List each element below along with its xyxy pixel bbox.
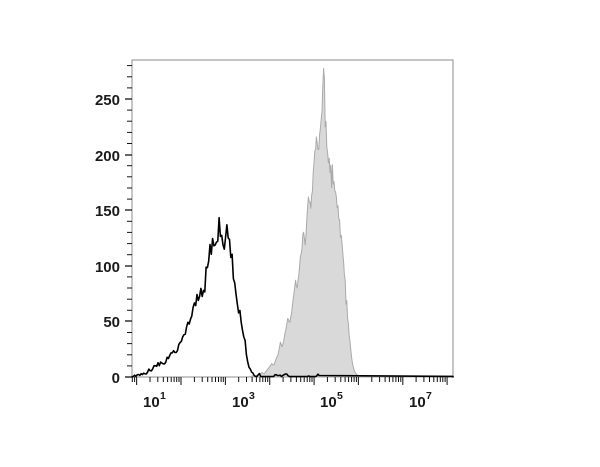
- svg-text:100: 100: [95, 259, 120, 276]
- svg-text:3: 3: [249, 390, 255, 402]
- svg-text:0: 0: [112, 370, 120, 387]
- svg-text:10: 10: [232, 394, 249, 411]
- svg-text:50: 50: [103, 314, 120, 331]
- svg-text:10: 10: [320, 394, 337, 411]
- svg-text:150: 150: [95, 203, 120, 220]
- svg-text:200: 200: [95, 148, 120, 165]
- svg-text:10: 10: [143, 394, 160, 411]
- svg-text:5: 5: [337, 390, 343, 402]
- svg-text:10: 10: [409, 394, 426, 411]
- svg-text:1: 1: [160, 390, 166, 402]
- svg-text:7: 7: [426, 390, 432, 402]
- svg-text:250: 250: [95, 92, 120, 109]
